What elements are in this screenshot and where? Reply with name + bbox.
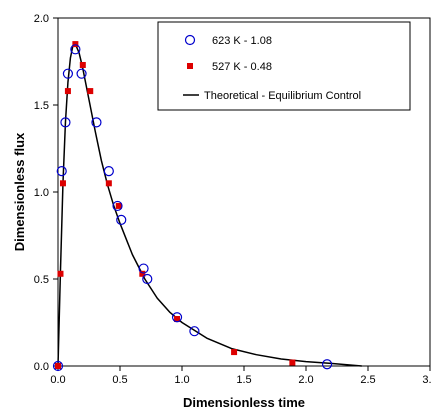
x-tick-label: 3.0: [422, 374, 431, 386]
x-tick-label: 1.0: [174, 374, 189, 386]
data-point-circle: [56, 166, 67, 177]
legend-marker-square: [187, 63, 193, 69]
data-point-circle: [138, 263, 149, 274]
data-point-circle: [91, 117, 102, 128]
data-point-circle: [171, 312, 183, 323]
y-tick-label: 2.0: [34, 13, 49, 25]
data-point-circle: [189, 326, 200, 337]
y-tick-label: 0.5: [34, 274, 49, 286]
data-point-square: [105, 180, 112, 187]
x-tick-label: 1.5: [236, 374, 251, 386]
data-point-square: [55, 363, 61, 369]
x-axis-title: Dimensionless time: [183, 395, 305, 410]
data-point-square: [64, 88, 71, 95]
legend-box: [157, 21, 411, 111]
data-point-square: [72, 41, 79, 48]
data-point-circle: [103, 166, 114, 177]
data-point-circle: [60, 117, 71, 128]
data-point-circle: [70, 44, 81, 55]
data-point-circle: [62, 68, 74, 79]
legend: 623 K - 1.08 527 K - 0.48 Theoretical - …: [157, 21, 411, 111]
legend-label-series-3: Theoretical - Equilibrium Control: [204, 90, 361, 102]
series-line-theoretical: [57, 43, 362, 367]
y-tick-label: 1.0: [34, 187, 49, 199]
legend-label-series-2: 527 K - 0.48: [212, 61, 272, 73]
x-tick-label: 2.5: [360, 374, 375, 386]
data-point-square: [115, 202, 122, 209]
axis-ticks: 0.0 0.5 1.0 1.5 2.0 2.5 3.0 0.0 0.5 1.0 1.5 2.0: [34, 13, 431, 386]
data-point-circle: [142, 273, 153, 285]
data-point-circle: [116, 214, 127, 225]
data-point-square: [79, 61, 86, 68]
series-layer: [52, 41, 362, 372]
data-point-square: [59, 180, 66, 187]
data-point-circle: [112, 200, 123, 212]
data-point-square: [139, 270, 146, 277]
legend-marker-circle: [184, 34, 196, 46]
y-tick-label: 0.0: [34, 361, 49, 373]
data-point-circle: [321, 359, 333, 370]
legend-label-series-1: 623 K - 1.08: [212, 35, 272, 47]
data-point-circle: [52, 360, 64, 372]
x-tick-label: 0.0: [50, 374, 65, 386]
data-point-square: [289, 359, 296, 366]
y-tick-label: 1.5: [34, 100, 49, 112]
data-point-square: [57, 270, 64, 277]
y-axis-title: Dimensionless flux: [12, 132, 27, 251]
data-point-circle: [76, 68, 87, 79]
data-point-square: [231, 349, 238, 356]
x-tick-label: 2.0: [298, 374, 313, 386]
data-point-square: [174, 316, 181, 323]
data-point-square: [87, 88, 94, 95]
x-tick-label: 0.5: [112, 374, 127, 386]
